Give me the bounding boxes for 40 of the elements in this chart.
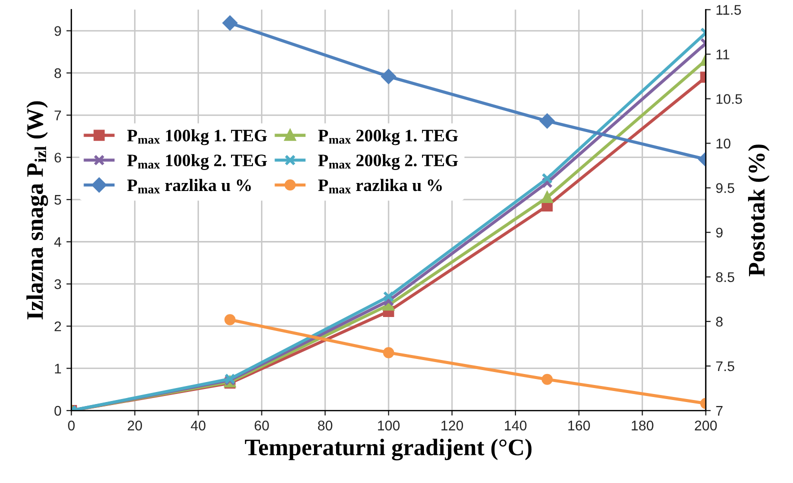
x-axis-title: Temperaturni gradijent (°C) bbox=[244, 438, 532, 460]
x-tick-label: 160 bbox=[568, 420, 590, 430]
y-tick-label: 4 bbox=[54, 237, 62, 247]
x-tick-label: 140 bbox=[504, 420, 526, 430]
y-tick-label: 2 bbox=[54, 321, 61, 332]
y2-tick-label: 11 bbox=[716, 50, 730, 60]
y2-tick-label: 8.5 bbox=[716, 272, 734, 282]
y2-axis-title: Postotak (%) bbox=[748, 144, 770, 276]
y2-tick-label: 8 bbox=[716, 316, 723, 327]
x-tick-label: 80 bbox=[318, 420, 332, 430]
y-tick-label: 9 bbox=[54, 26, 61, 36]
y-tick-label: 6 bbox=[54, 152, 62, 163]
y2-tick-label: 9.5 bbox=[716, 183, 734, 194]
x-tick-label: 180 bbox=[632, 420, 654, 430]
x-tick-label: 20 bbox=[128, 420, 142, 430]
y2-tick-label: 7 bbox=[716, 406, 723, 416]
x-tick-label: 0 bbox=[68, 420, 75, 430]
legend-label: P$_{max}$ 100kg 1. TEG bbox=[127, 129, 267, 146]
y2-tick-label: 9 bbox=[716, 228, 723, 238]
y2-tick-label: 7.5 bbox=[716, 361, 734, 372]
y-axis-title: Izlazna snaga P$_{izl}$ (W) bbox=[26, 101, 48, 320]
legend-label: P$_{max}$ razlika u % bbox=[127, 178, 251, 194]
legend-label: P$_{max}$ 200kg 1. TEG bbox=[318, 129, 458, 146]
legend-label: P$_{max}$ 100kg 2. TEG bbox=[127, 154, 267, 170]
y-tick-label: 1 bbox=[54, 364, 61, 374]
legend-label: P$_{max}$ 200kg 2. TEG bbox=[318, 154, 458, 170]
y2-tick-label: 10 bbox=[716, 138, 730, 148]
x-tick-label: 100 bbox=[378, 420, 400, 430]
y-tick-label: 7 bbox=[54, 110, 61, 120]
y-tick-label: 3 bbox=[54, 279, 62, 290]
x-tick-label: 40 bbox=[190, 420, 206, 430]
y2-tick-label: 11.5 bbox=[716, 5, 741, 15]
x-tick-label: 200 bbox=[694, 420, 717, 430]
y-tick-label: 0 bbox=[54, 406, 62, 416]
y2-tick-label: 10.5 bbox=[716, 94, 742, 104]
x-tick-label: 60 bbox=[254, 420, 269, 430]
x-tick-label: 120 bbox=[441, 420, 464, 430]
legend-label: P$_{max}$ razlika u % bbox=[318, 178, 442, 194]
y-tick-label: 8 bbox=[54, 68, 62, 78]
y-tick-label: 5 bbox=[54, 195, 62, 205]
